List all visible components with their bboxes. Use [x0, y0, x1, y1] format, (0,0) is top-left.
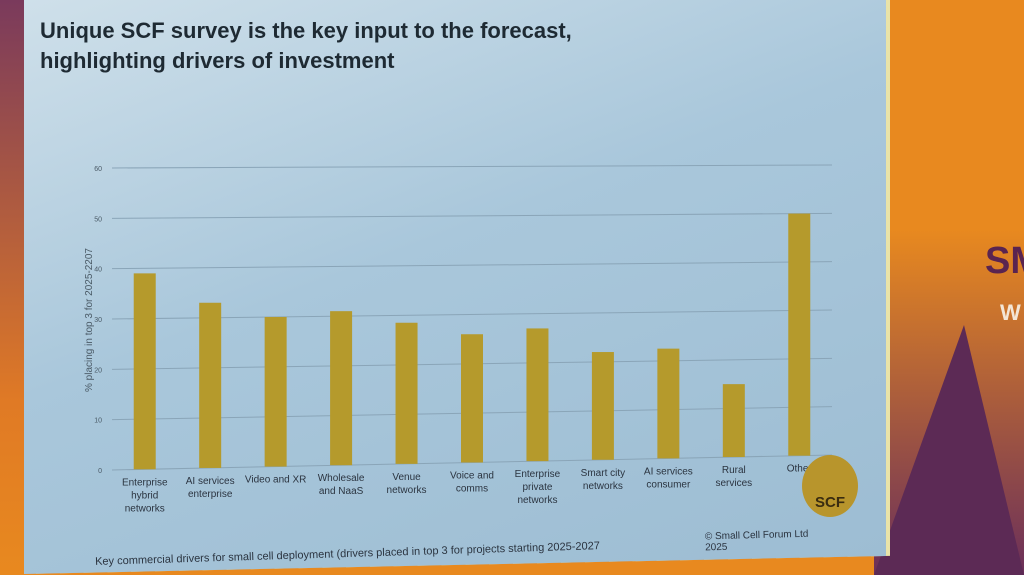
- background-triangle: [874, 325, 1024, 575]
- logo-text: SCF: [815, 494, 845, 511]
- gridline: [111, 164, 833, 169]
- y-axis-label: % placing in top 3 for 2025-2207: [84, 248, 95, 392]
- bar: [330, 311, 353, 466]
- gridline: [111, 212, 833, 219]
- x-tick-label: Smart city networks: [581, 468, 625, 492]
- bar: [264, 316, 287, 467]
- gridline: [111, 261, 833, 270]
- y-tick-label: 10: [94, 418, 102, 425]
- y-tick-label: 0: [98, 468, 102, 475]
- y-tick-label: 50: [94, 216, 102, 223]
- background-text: SM: [985, 240, 1024, 282]
- x-tick-label: Venue networks: [387, 472, 427, 496]
- bar: [657, 348, 680, 459]
- x-tick-label: Voice and comms: [450, 471, 494, 495]
- bar: [526, 328, 549, 462]
- x-tick-label: AI services enterprise: [186, 476, 235, 500]
- slide-title: Unique SCF survey is the key input to th…: [40, 16, 572, 76]
- bar: [722, 384, 745, 458]
- title-line-2: highlighting drivers of investment: [40, 48, 395, 73]
- gridline: [111, 309, 833, 320]
- x-tick-label: Rural services: [715, 465, 752, 489]
- y-tick-label: 20: [94, 367, 102, 374]
- title-line-1: Unique SCF survey is the key input to th…: [40, 18, 572, 43]
- x-tick-label: Wholesale and NaaS: [318, 473, 365, 497]
- x-tick-label: Video and XR: [245, 475, 307, 486]
- bar: [788, 213, 811, 456]
- bar: [461, 334, 483, 463]
- copyright: © Small Cell Forum Ltd 2025: [704, 528, 809, 554]
- y-tick-label: 30: [94, 317, 102, 324]
- y-tick-label: 60: [94, 166, 102, 173]
- bar: [591, 352, 614, 460]
- bar: [395, 322, 418, 464]
- y-tick-label: 40: [94, 267, 102, 274]
- bar: [133, 273, 156, 470]
- bar: [199, 302, 222, 468]
- x-tick-label: Enterprise private networks: [515, 469, 561, 506]
- x-tick-label: AI services consumer: [644, 466, 693, 490]
- scf-logo: SCF: [802, 455, 858, 517]
- background-subtext: W: [1000, 300, 1021, 325]
- x-tick-label: Enterprise hybrid networks: [122, 477, 168, 514]
- x-tick-label: Other: [787, 464, 813, 475]
